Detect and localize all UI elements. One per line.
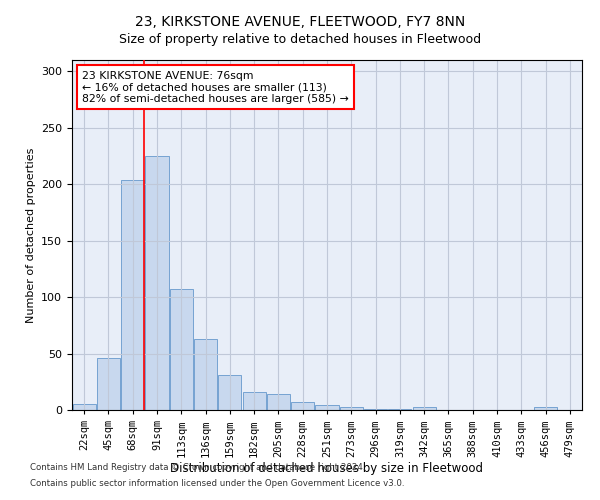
Bar	[291, 402, 314, 410]
Text: Contains public sector information licensed under the Open Government Licence v3: Contains public sector information licen…	[30, 478, 404, 488]
Bar	[388, 409, 412, 410]
X-axis label: Distribution of detached houses by size in Fleetwood: Distribution of detached houses by size …	[170, 462, 484, 475]
Bar	[364, 409, 387, 410]
Bar	[145, 156, 169, 410]
Bar	[121, 180, 144, 410]
Y-axis label: Number of detached properties: Number of detached properties	[26, 148, 35, 322]
Bar	[194, 339, 217, 410]
Text: Contains HM Land Registry data © Crown copyright and database right 2024.: Contains HM Land Registry data © Crown c…	[30, 464, 365, 472]
Bar	[340, 406, 363, 410]
Bar	[413, 406, 436, 410]
Bar	[218, 375, 241, 410]
Text: 23 KIRKSTONE AVENUE: 76sqm
← 16% of detached houses are smaller (113)
82% of sem: 23 KIRKSTONE AVENUE: 76sqm ← 16% of deta…	[82, 70, 349, 104]
Text: Size of property relative to detached houses in Fleetwood: Size of property relative to detached ho…	[119, 32, 481, 46]
Text: 23, KIRKSTONE AVENUE, FLEETWOOD, FY7 8NN: 23, KIRKSTONE AVENUE, FLEETWOOD, FY7 8NN	[135, 15, 465, 29]
Bar	[170, 289, 193, 410]
Bar	[534, 406, 557, 410]
Bar	[316, 406, 338, 410]
Bar	[97, 358, 120, 410]
Bar	[73, 404, 95, 410]
Bar	[242, 392, 266, 410]
Bar	[267, 394, 290, 410]
